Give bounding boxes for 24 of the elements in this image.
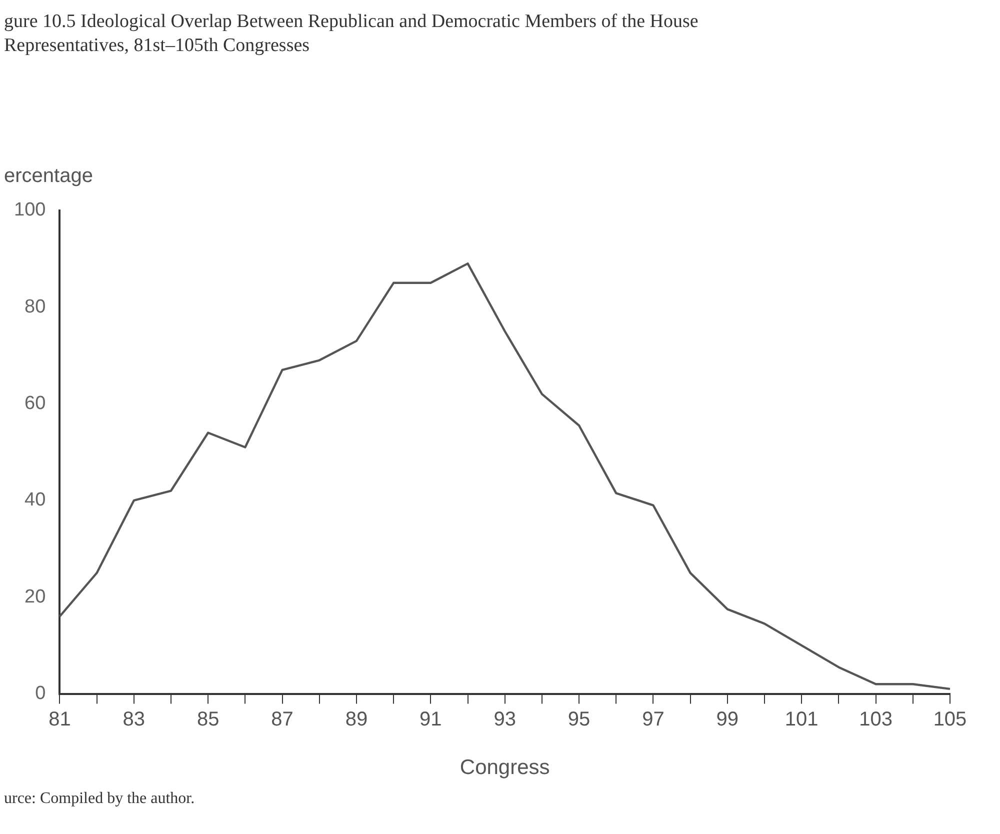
- y-tick-label: 80: [24, 296, 46, 318]
- y-tick-label: 60: [24, 392, 46, 414]
- x-tick-label: 99: [716, 708, 739, 730]
- y-tick-label: 0: [35, 683, 46, 704]
- y-tick-label: 20: [24, 586, 46, 608]
- x-tick-label: 103: [859, 708, 892, 730]
- y-tick-label: 100: [14, 200, 46, 221]
- chart-subtitle: Representatives, 81st–105th Congresses: [4, 34, 311, 58]
- x-tick-label: 83: [122, 708, 146, 730]
- x-tick-label: 85: [196, 708, 220, 730]
- x-tick-label: 91: [420, 708, 442, 730]
- x-tick-label: 105: [933, 708, 967, 730]
- x-tick-label: 93: [494, 708, 516, 730]
- y-axis-title: ercentage: [4, 165, 93, 188]
- x-tick-label: 81: [48, 708, 71, 730]
- x-tick-label: 89: [345, 708, 368, 730]
- x-tick-label: 101: [784, 708, 818, 730]
- text: urce: Compiled by the author.: [4, 790, 195, 808]
- x-tick-label: 87: [271, 708, 294, 730]
- x-axis-title: Congress: [460, 756, 550, 780]
- y-tick-label: 40: [24, 490, 46, 511]
- chart-title: gure 10.5 Ideological Overlap Between Republican and Democratic Members of the House: [4, 10, 698, 34]
- x-tick-label: 95: [568, 708, 590, 730]
- x-tick-label: 97: [642, 708, 664, 730]
